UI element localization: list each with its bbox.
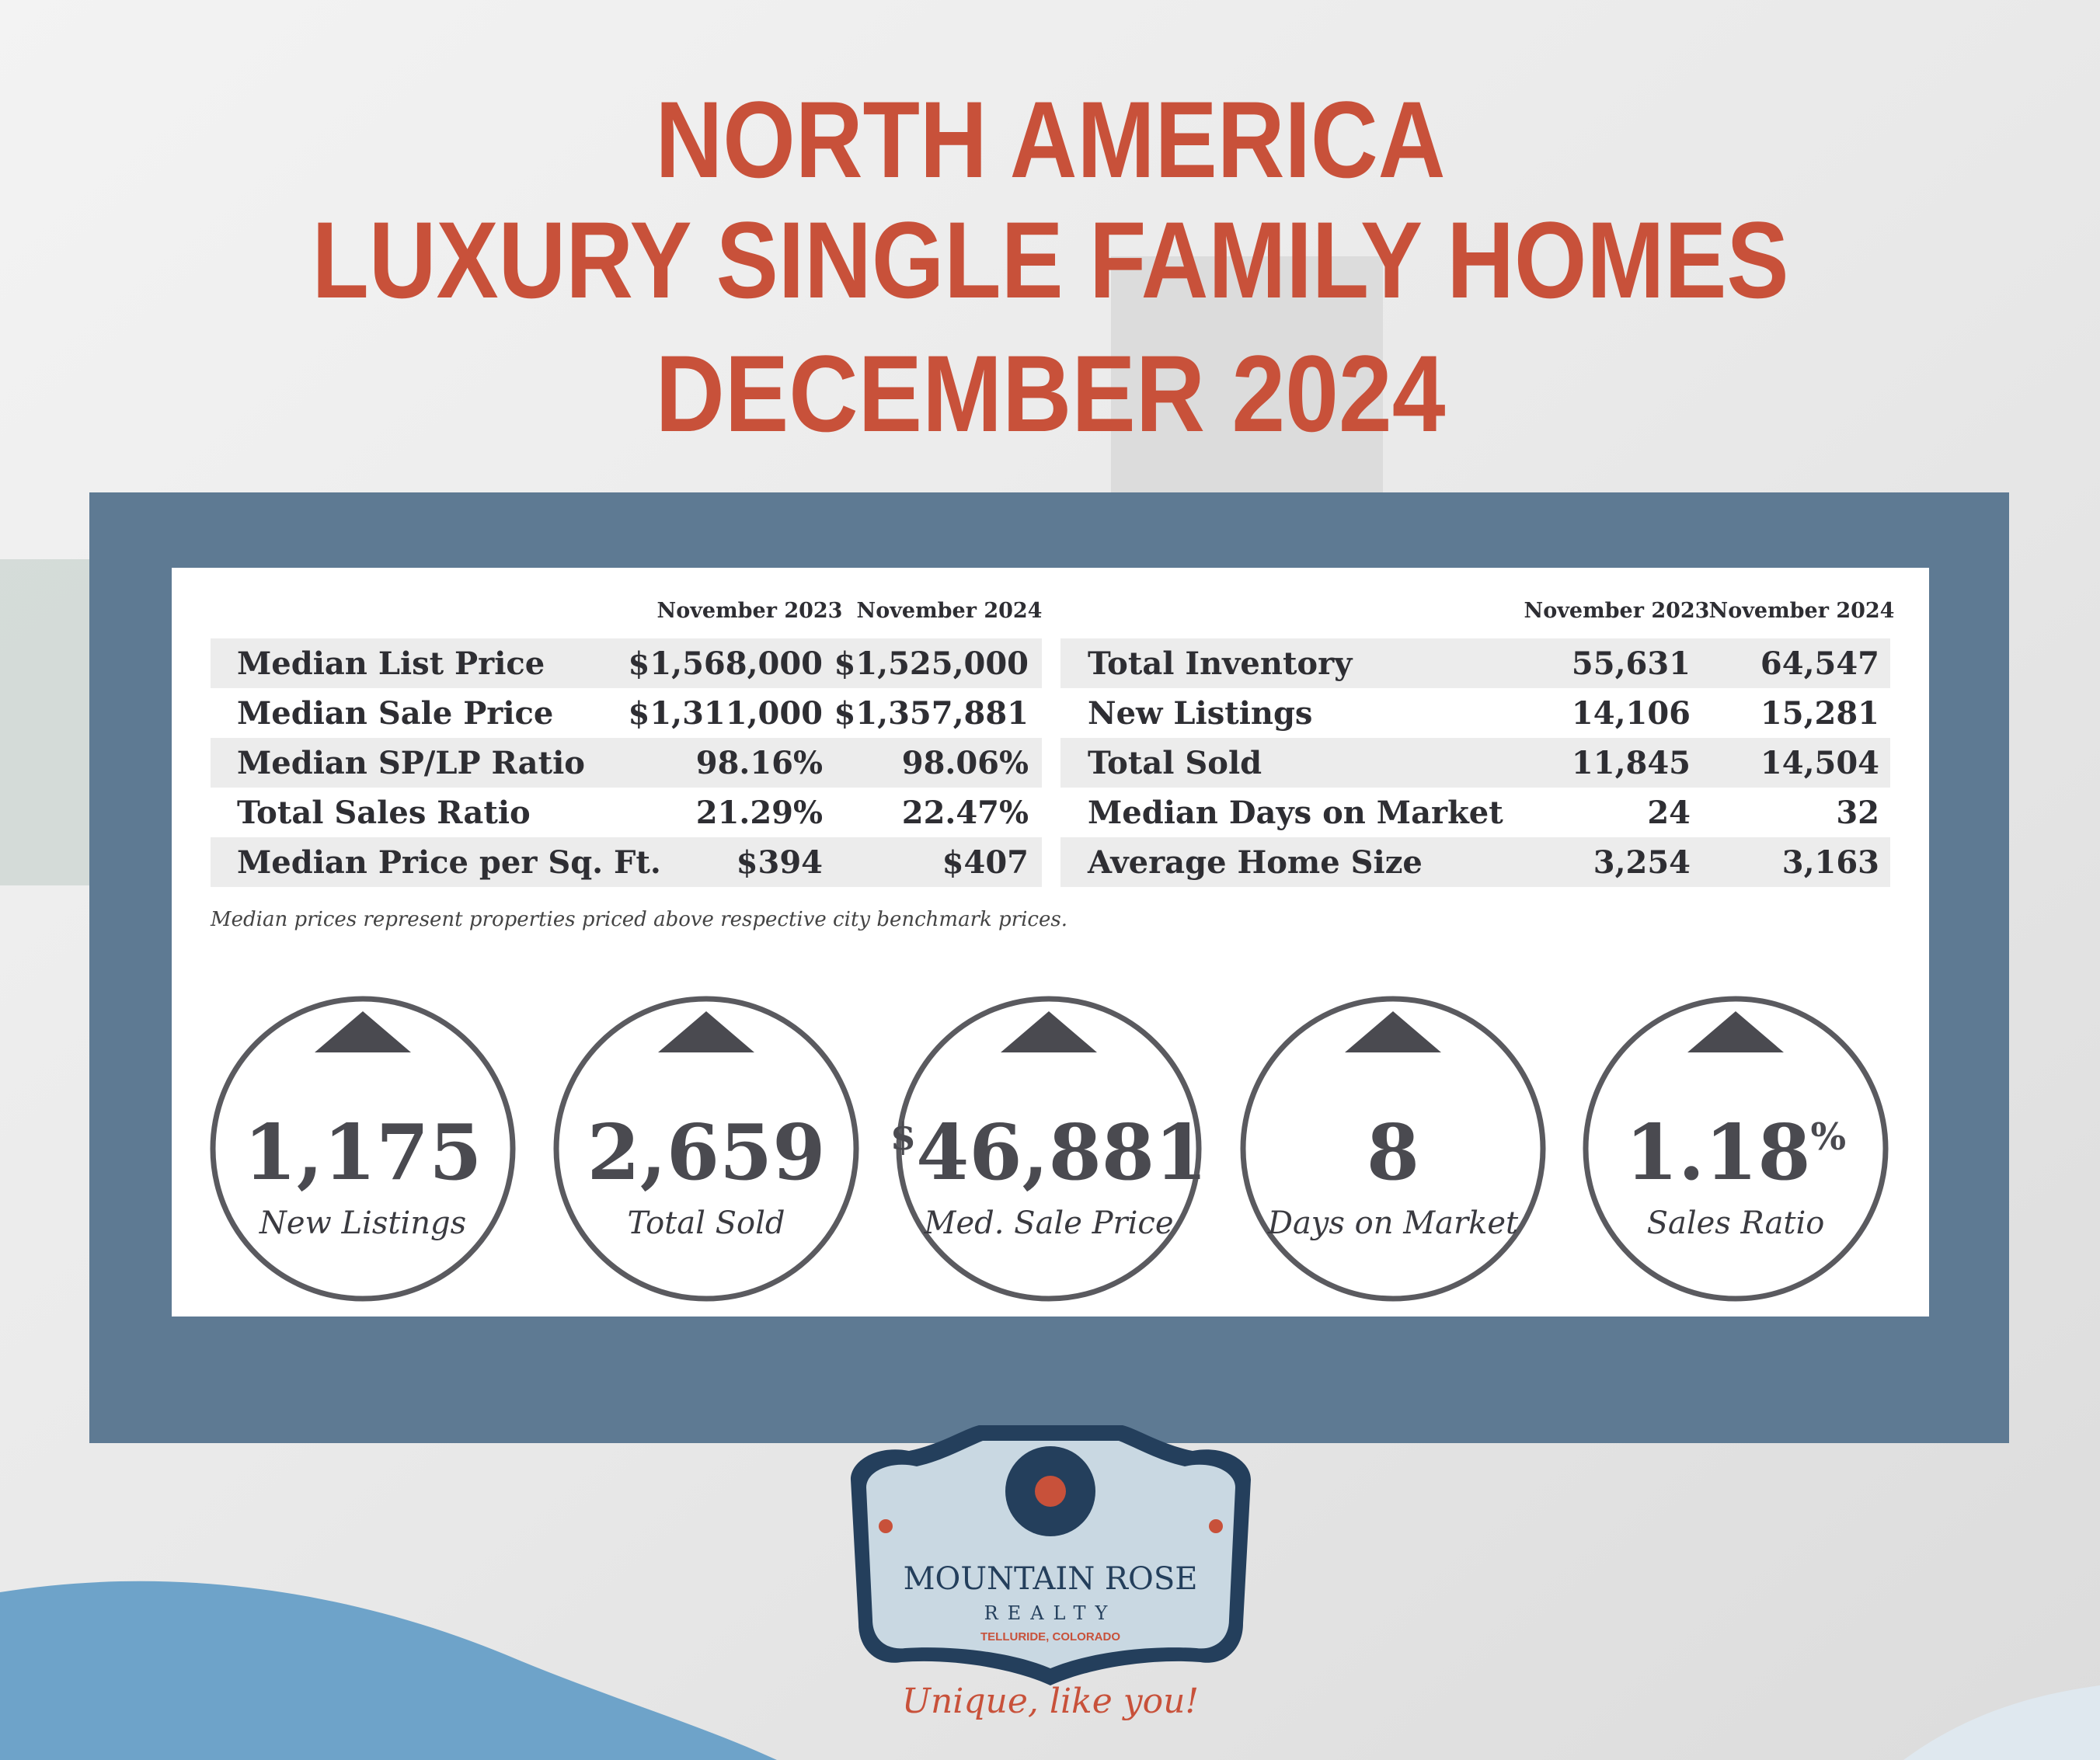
logo: MOUNTAIN ROSE REALTY TELLURIDE, COLORADO… (851, 1425, 1251, 1721)
row-label: Median Sale Price (237, 695, 553, 732)
up-arrow (1687, 1011, 1784, 1052)
cell-value: $1,357,881 (834, 695, 1029, 732)
cell-value: $1,525,000 (834, 645, 1029, 682)
column-header: November 2023 (657, 599, 843, 623)
logo-name: MOUNTAIN ROSE (904, 1561, 1198, 1597)
up-arrow (315, 1011, 411, 1052)
cell-value: 55,631 (1572, 645, 1691, 682)
up-arrow (1345, 1011, 1441, 1052)
wave-left (0, 1581, 777, 1760)
logo-place: TELLURIDE, COLORADO (980, 1630, 1120, 1643)
row-label: Average Home Size (1087, 844, 1423, 881)
cell-value: $407 (942, 844, 1029, 881)
row-label: Median SP/LP Ratio (237, 745, 585, 781)
title-line: LUXURY SINGLE FAMILY HOMES (312, 199, 1789, 321)
logo-rose-center (1035, 1476, 1066, 1507)
cell-value: $394 (737, 844, 823, 881)
up-arrow (1001, 1011, 1097, 1052)
row-label: New Listings (1088, 695, 1312, 732)
stat-value: 8 (1367, 1108, 1419, 1198)
row-band (1060, 738, 1890, 788)
stat-circle (1240, 996, 1546, 1302)
cell-value: 22.47% (902, 795, 1029, 831)
logo-berry (1209, 1519, 1223, 1533)
row-label: Total Inventory (1088, 645, 1353, 682)
logo-tagline: Unique, like you! (902, 1682, 1199, 1721)
cell-value: 98.06% (902, 745, 1029, 781)
cell-value: 14,106 (1572, 695, 1691, 732)
row-band (211, 738, 1042, 788)
column-header: November 2023 (1524, 599, 1710, 623)
cell-value: 3,163 (1782, 844, 1879, 881)
stat-circle (896, 996, 1202, 1302)
stat-label: Sales Ratio (1647, 1205, 1825, 1241)
column-header: November 2024 (857, 599, 1043, 623)
cell-value: 64,547 (1760, 645, 1879, 682)
up-arrow (658, 1011, 754, 1052)
logo-sub: REALTY (984, 1602, 1117, 1624)
logo-shield-inner (866, 1441, 1235, 1668)
cell-value: 11,845 (1572, 745, 1691, 781)
cell-value: 15,281 (1760, 695, 1879, 732)
row-label: Total Sold (1088, 745, 1262, 781)
stat-value-group: 8 (1367, 1108, 1419, 1198)
stat-circle (210, 996, 516, 1302)
stat-circle (553, 996, 859, 1302)
cell-value: 14,504 (1760, 745, 1879, 781)
stat-circle (1583, 996, 1889, 1302)
stat-prefix: $ (890, 1115, 916, 1159)
row-label: Median Price per Sq. Ft. (237, 844, 661, 881)
background-window (0, 559, 89, 885)
row-band (211, 837, 1042, 887)
stat-label: Total Sold (628, 1205, 785, 1241)
stat-value-group: 1,175 (244, 1108, 482, 1198)
title-line: NORTH AMERICA (656, 78, 1446, 200)
cell-value: 3,254 (1593, 844, 1691, 881)
stat-value: 2,659 (587, 1108, 826, 1198)
row-label: Total Sales Ratio (237, 795, 531, 831)
wave-right (1903, 1685, 2100, 1760)
cell-value: 32 (1836, 795, 1879, 831)
stat-label: Days on Market (1267, 1205, 1519, 1241)
stat-value-group: 1.18% (1625, 1108, 1846, 1198)
stat-label: New Listings (259, 1205, 466, 1241)
footnote: Median prices represent properties price… (210, 908, 1067, 931)
stat-label: Med. Sale Price (924, 1205, 1174, 1241)
title-line: DECEMBER 2024 (656, 332, 1446, 454)
row-band (1060, 638, 1890, 688)
row-band (211, 638, 1042, 688)
row-label: Median Days on Market (1088, 795, 1503, 831)
stat-value-group: $46,881 (890, 1108, 1207, 1198)
cell-value: 21.29% (696, 795, 823, 831)
stat-value-group: 2,659 (587, 1108, 826, 1198)
cell-value: $1,311,000 (628, 695, 823, 732)
stat-value: 46,881 (916, 1108, 1207, 1198)
stat-suffix: % (1811, 1115, 1847, 1159)
stat-value: 1,175 (244, 1108, 482, 1198)
logo-berry (879, 1519, 893, 1533)
stats: 1,175 New Listings 2,659 Total Sold $46,881 M… (210, 996, 1889, 1302)
cell-value: 98.16% (696, 745, 823, 781)
cell-value: 24 (1647, 795, 1691, 831)
row-label: Median List Price (237, 645, 545, 682)
row-band (1060, 837, 1890, 887)
stat-value: 1.18 (1625, 1108, 1811, 1198)
column-header: November 2024 (1709, 599, 1895, 623)
cell-value: $1,568,000 (628, 645, 823, 682)
